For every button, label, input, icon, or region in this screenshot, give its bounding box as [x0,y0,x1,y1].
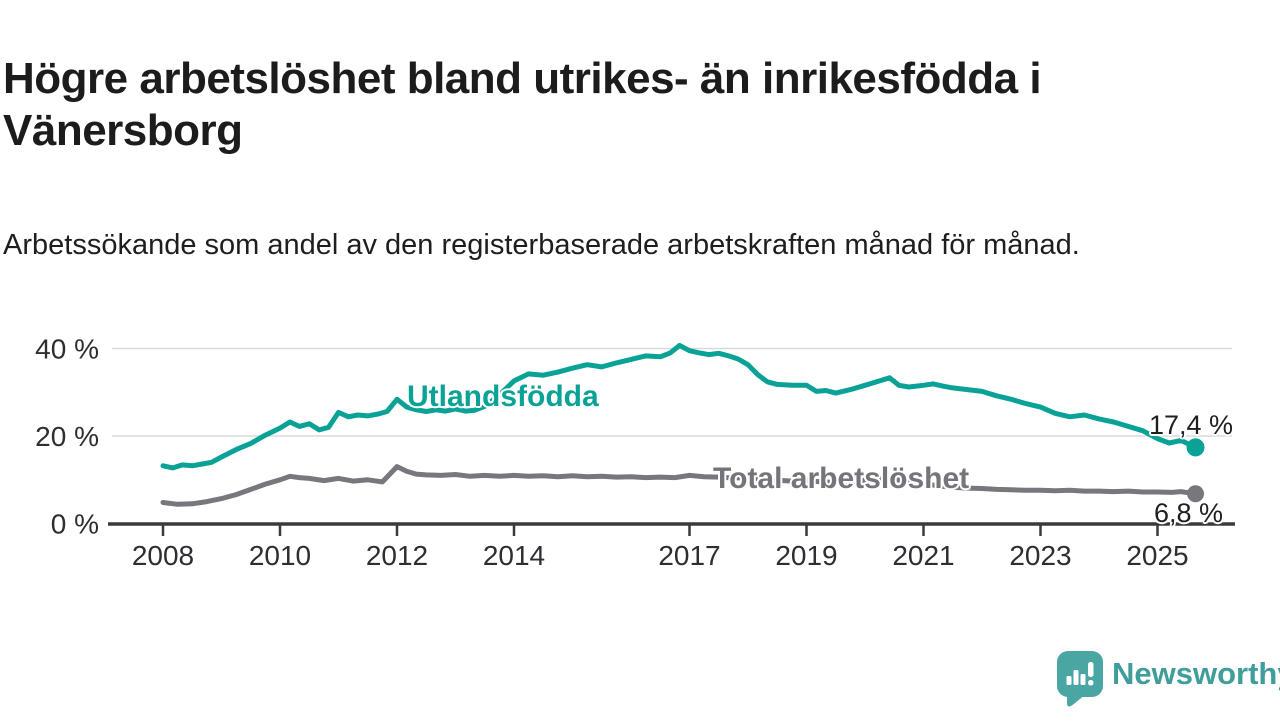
series-label-total-arbetsloshet: Total arbetslöshet [713,462,970,495]
x-tick-label: 2017 [658,540,720,571]
y-tick-label: 20 % [35,421,99,452]
chart-subtitle: Arbetssökande som andel av den registerb… [3,229,1080,261]
end-dot-utlandsfodda [1186,438,1205,457]
series-label-utlandsfodda: Utlandsfödda [407,380,599,413]
end-dot-total [1187,485,1205,503]
x-tick-label: 2010 [249,540,311,571]
x-tick-label: 2012 [366,540,428,571]
newsworthy-logo: Newsworthy [1056,650,1280,710]
end-value-label-utlandsfodda: 17,4 % [1148,410,1233,440]
newsworthy-logo-text: Newsworthy [1112,656,1280,691]
y-tick-label: 40 % [35,334,99,365]
x-tick-label: 2008 [132,540,194,571]
x-tick-label: 2014 [483,540,545,571]
x-tick-label: 2023 [1009,540,1071,571]
end-value-label-total: 6,8 % [1153,498,1223,528]
newsworthy-speech-bubble-bar-chart-icon [1057,651,1103,707]
y-tick-label: 0 % [51,509,99,540]
series-line-utlandsfodda [160,342,1198,471]
x-tick-label: 2019 [775,540,837,571]
x-tick-label: 2025 [1126,540,1188,571]
series-line-total [160,464,1198,507]
page-title: Högre arbetslöshet bland utrikes- än inr… [3,54,1042,156]
x-tick-label: 2021 [892,540,954,571]
